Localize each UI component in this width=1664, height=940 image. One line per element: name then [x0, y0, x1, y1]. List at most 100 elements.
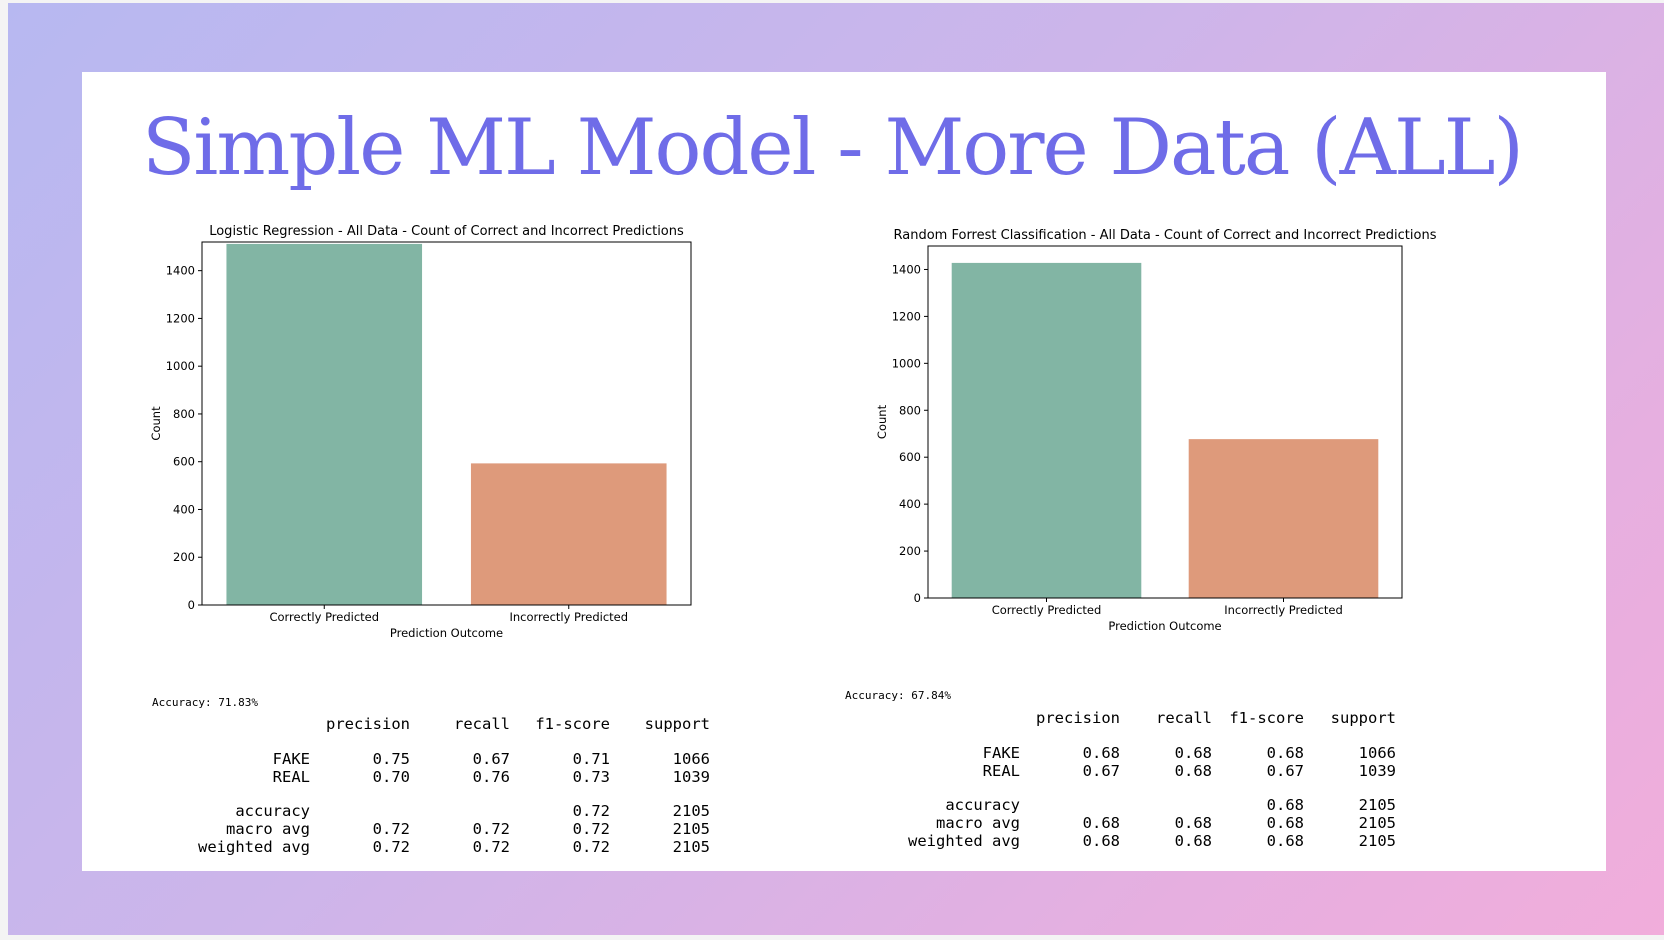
report-corner — [160, 714, 310, 734]
classification-report: precision recall f1-score support FAKE 0… — [160, 714, 710, 856]
f1-value: 0.72 — [572, 838, 610, 856]
support-value: 2105 — [672, 802, 710, 820]
precision-value: 0.72 — [372, 820, 410, 838]
y-tick-label: 800 — [173, 407, 195, 421]
recall-value: 0.72 — [472, 838, 510, 856]
support-value: 1066 — [1358, 744, 1396, 762]
slide-title: Simple ML Model - More Data (ALL) — [142, 103, 1524, 193]
column-header: support — [644, 715, 710, 733]
x-tick-label: Incorrectly Predicted — [509, 610, 628, 624]
plot-frame — [927, 245, 1403, 599]
y-tick-label: 200 — [173, 550, 195, 564]
y-tick-label: 1200 — [892, 309, 921, 323]
report-header-row: precision recall f1-score support — [860, 708, 1396, 728]
row-label: weighted avg — [198, 838, 310, 856]
recall-value — [410, 802, 510, 820]
row-label: REAL — [982, 762, 1020, 780]
report-summary-row: accuracy 0.72 2105 — [160, 802, 710, 820]
x-axis-label: Prediction Outcome — [1108, 619, 1221, 633]
y-tick-label: 200 — [899, 544, 921, 558]
report-summary-row: weighted avg 0.72 0.72 0.72 2105 — [160, 838, 710, 856]
f1-value: 0.68 — [1266, 832, 1304, 850]
recall-value: 0.68 — [1174, 744, 1212, 762]
report-corner — [860, 708, 1020, 728]
precision-value: 0.68 — [1082, 814, 1120, 832]
y-tick-label: 400 — [899, 497, 921, 511]
slide-background: Simple ML Model - More Data (ALL) 0 200 40… — [8, 3, 1664, 935]
classification-report: precision recall f1-score support FAKE 0… — [860, 708, 1396, 850]
precision-value: 0.75 — [372, 750, 410, 768]
support-value: 2105 — [1358, 796, 1396, 814]
support-value: 1066 — [672, 750, 710, 768]
report-summary-row: weighted avg 0.68 0.68 0.68 2105 — [860, 832, 1396, 850]
report-spacer — [860, 780, 1396, 796]
recall-value: 0.76 — [472, 768, 510, 786]
y-tick-label: 0 — [914, 591, 921, 605]
report-spacer — [860, 728, 1396, 744]
support-value: 2105 — [1358, 832, 1396, 850]
precision-value: 0.67 — [1082, 762, 1120, 780]
report-spacer — [160, 734, 710, 750]
row-label: accuracy — [235, 802, 310, 820]
plot-frame — [201, 241, 692, 606]
report-spacer — [160, 786, 710, 802]
logistic-regression-chart: 0 200 400 600 800 1000 1200 1400 Correctly Predi… — [149, 224, 692, 640]
column-header: precision — [1036, 709, 1120, 727]
support-value: 2105 — [1358, 814, 1396, 832]
column-header: support — [1330, 709, 1396, 727]
f1-value: 0.71 — [572, 750, 610, 768]
precision-value — [1020, 796, 1120, 814]
y-axis-label: Count — [875, 404, 889, 439]
row-label: REAL — [272, 768, 310, 786]
report-summary-row: macro avg 0.68 0.68 0.68 2105 — [860, 814, 1396, 832]
f1-value: 0.72 — [572, 802, 610, 820]
y-tick-label: 800 — [899, 403, 921, 417]
report-row: FAKE 0.68 0.68 0.68 1066 — [860, 744, 1396, 762]
x-tick-label: Correctly Predicted — [992, 603, 1102, 617]
support-value: 1039 — [1358, 762, 1396, 780]
y-tick-label: 600 — [899, 450, 921, 464]
recall-value: 0.67 — [472, 750, 510, 768]
x-tick-label: Incorrectly Predicted — [1224, 603, 1343, 617]
precision-value: 0.70 — [372, 768, 410, 786]
bar — [1188, 439, 1379, 598]
random-forest-chart: 0 200 400 600 800 1000 1200 1400 Correctly Predi… — [875, 228, 1437, 633]
f1-value: 0.68 — [1266, 814, 1304, 832]
y-tick-label: 1400 — [892, 262, 921, 276]
chart-title: Random Forrest Classification - All Data… — [894, 228, 1437, 243]
report-header-row: precision recall f1-score support — [160, 714, 710, 734]
accuracy-text: Accuracy: 67.84% — [845, 689, 951, 702]
report-row: REAL 0.70 0.76 0.73 1039 — [160, 768, 710, 786]
recall-value: 0.68 — [1174, 832, 1212, 850]
column-header: precision — [326, 715, 410, 733]
column-header: recall — [454, 715, 510, 733]
row-label: macro avg — [226, 820, 310, 838]
y-tick-label: 400 — [173, 502, 195, 516]
y-tick-label: 0 — [188, 598, 195, 612]
recall-value: 0.68 — [1174, 814, 1212, 832]
row-label: FAKE — [272, 750, 310, 768]
f1-value: 0.68 — [1266, 796, 1304, 814]
y-tick-label: 1000 — [166, 359, 195, 373]
accuracy-text: Accuracy: 71.83% — [152, 696, 258, 709]
row-label: FAKE — [982, 744, 1020, 762]
row-label: macro avg — [936, 814, 1020, 832]
report-summary-row: macro avg 0.72 0.72 0.72 2105 — [160, 820, 710, 838]
x-axis-label: Prediction Outcome — [390, 626, 503, 640]
y-tick-label: 600 — [173, 455, 195, 469]
report-summary-row: accuracy 0.68 2105 — [860, 796, 1396, 814]
precision-value: 0.68 — [1082, 744, 1120, 762]
y-tick-label: 1000 — [892, 356, 921, 370]
y-tick-label: 1400 — [166, 264, 195, 278]
precision-value — [310, 802, 410, 820]
support-value: 2105 — [672, 820, 710, 838]
recall-value — [1120, 796, 1212, 814]
x-tick-label: Correctly Predicted — [269, 610, 379, 624]
column-header: recall — [1156, 709, 1212, 727]
y-axis-label: Count — [149, 406, 163, 441]
report-row: REAL 0.67 0.68 0.67 1039 — [860, 762, 1396, 780]
support-value: 2105 — [672, 838, 710, 856]
chart-title: Logistic Regression - All Data - Count o… — [209, 224, 684, 239]
row-label: weighted avg — [908, 832, 1020, 850]
column-header: f1-score — [535, 715, 610, 733]
